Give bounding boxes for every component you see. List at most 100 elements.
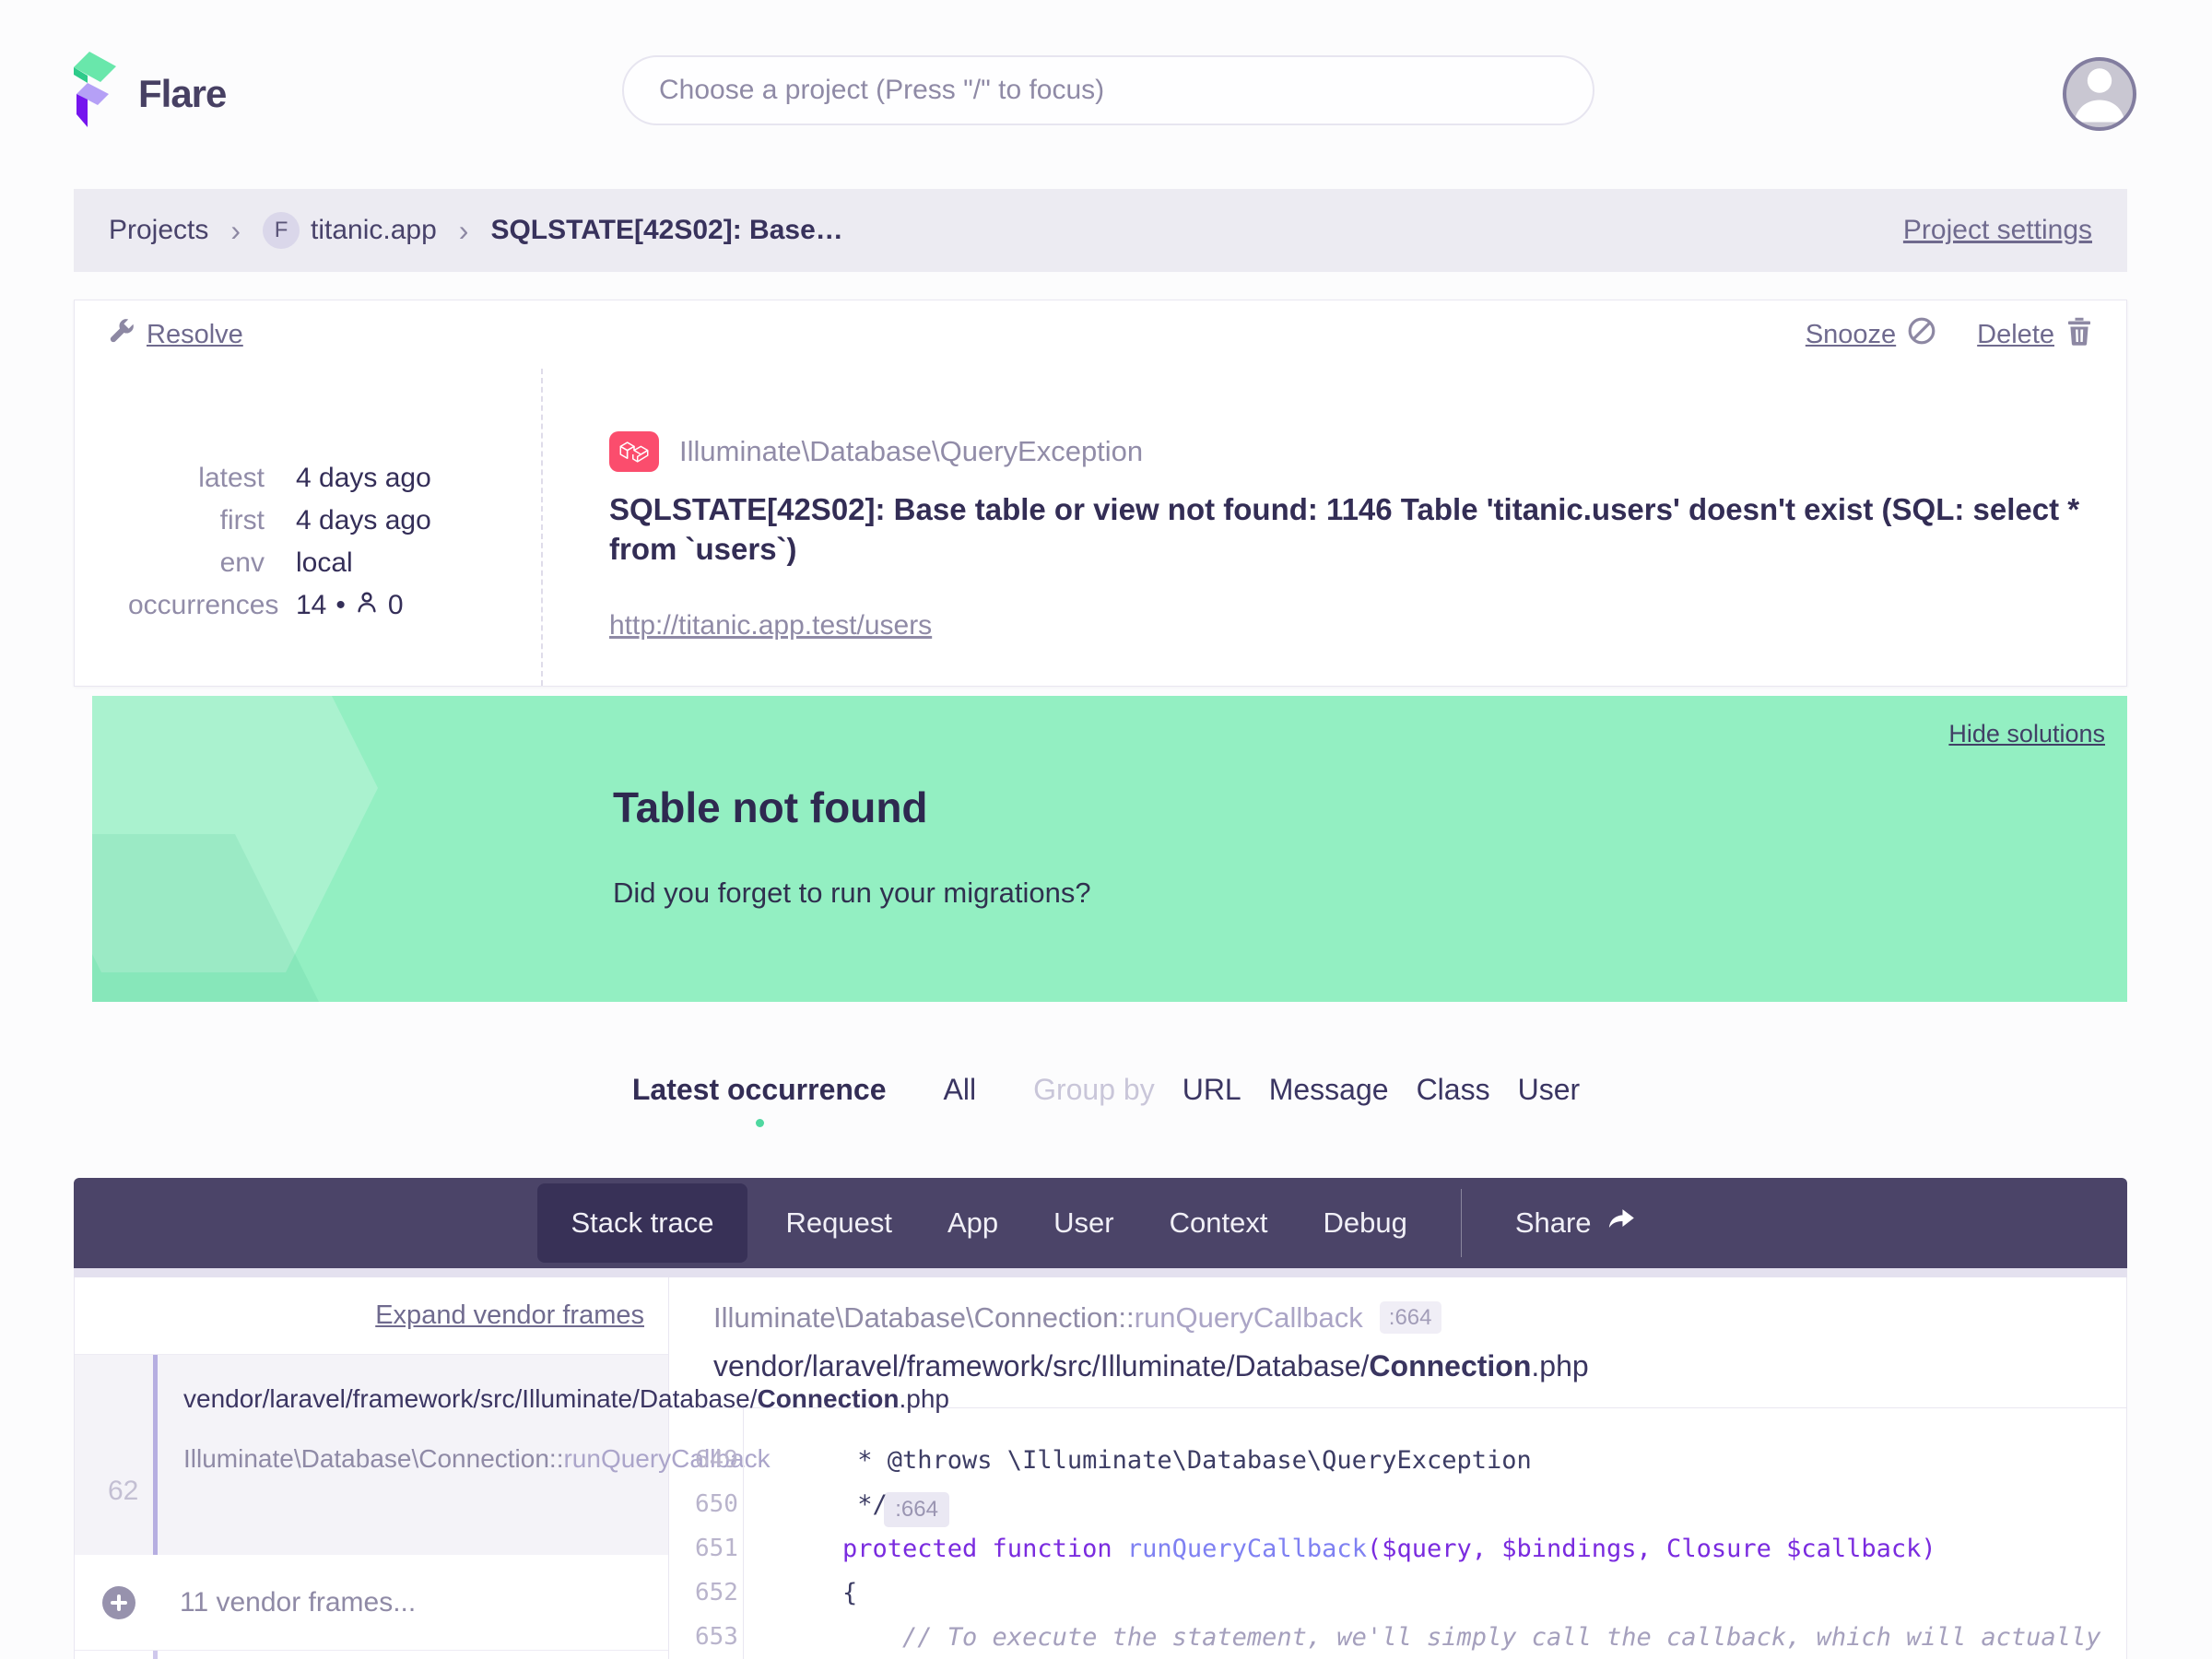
snooze-button[interactable]: Snooze [1806,316,1936,353]
tab-app[interactable]: App [947,1206,999,1239]
frames-panel: Expand vendor frames 62 vendor/laravel/f… [75,1277,949,1659]
meta-value-latest: 4 days ago [296,463,431,493]
frame-file-name: Connection [757,1384,900,1413]
share-arrow-icon [1606,1206,1636,1241]
solutions-banner: Hide solutions Table not found Did you f… [92,696,2127,1002]
code-file-name: Connection [1369,1349,1532,1382]
occurrence-tabs: Latest occurrence All Group by URL Messa… [0,1067,2212,1127]
breadcrumb-issue-title: SQLSTATE[42S02]: Base… [490,215,843,245]
chevron-right-icon: › [458,213,469,247]
share-label: Share [1514,1206,1592,1239]
flare-logo-icon [74,52,124,135]
code-viewer[interactable]: 649 * @throws \Illuminate\Database\Query… [669,1408,2126,1659]
code-header: Illuminate\Database\Connection::runQuery… [669,1277,2126,1408]
code-line: 651 protected function runQueryCallback(… [669,1526,2126,1571]
code-token: */ [842,1489,888,1519]
code-file-ext: .php [1531,1349,1589,1382]
tab-group-class[interactable]: Class [1416,1072,1490,1106]
breadcrumb-projects[interactable]: Projects [109,215,209,245]
meta-value-occurrences: 14 • 0 [296,590,541,621]
code-token: * @throws \Illuminate\Database\QueryExce… [842,1445,1532,1475]
frame-path-prefix: vendor/laravel/framework/src/Illuminate/… [183,1384,758,1413]
next-frame-partial [75,1650,668,1659]
tab-latest-occurrence[interactable]: Latest occurrence [631,1072,887,1127]
code-token: protected function [842,1534,1127,1563]
error-card: Resolve Snooze Delete [74,300,2127,687]
user-avatar[interactable] [2063,57,2136,131]
stack-trace-section: Expand vendor frames 62 vendor/laravel/f… [74,1277,2127,1659]
solution-description: Did you forget to run your migrations? [613,877,1091,909]
tab-group-message[interactable]: Message [1268,1072,1389,1106]
vendor-frames-expander[interactable]: 11 vendor frames... [75,1555,668,1650]
error-url-link[interactable]: http://titanic.app.test/users [609,609,933,641]
tab-user[interactable]: User [1053,1206,1114,1239]
delete-label: Delete [1977,319,2054,349]
tab-debug[interactable]: Debug [1323,1206,1407,1239]
code-frame-class: Illuminate\Database\Connection:: [713,1301,1135,1334]
delete-button[interactable]: Delete [1977,316,2093,353]
hide-solutions-link[interactable]: Hide solutions [1948,720,2105,747]
nav-bottom-strip [74,1268,2127,1277]
code-line: 649 * @throws \Illuminate\Database\Query… [669,1438,2126,1482]
solution-title: Table not found [613,783,928,831]
breadcrumb: Projects › F titanic.app › SQLSTATE[42S0… [74,189,2127,272]
tab-context[interactable]: Context [1169,1206,1268,1239]
breadcrumb-project[interactable]: F titanic.app [263,212,437,249]
frame-index: 62 [108,1476,139,1506]
detail-nav: Stack trace Request App User Context Deb… [74,1178,2127,1268]
bullet-separator: • [335,590,346,620]
share-button[interactable]: Share [1488,1206,1664,1241]
frame-stripe [153,1651,158,1659]
frame-line-number-badge: :664 [884,1492,949,1527]
meta-label: first [219,505,265,535]
frame-method: Illuminate\Database\Connection::runQuery… [183,1441,949,1477]
project-settings-link[interactable]: Project settings [1902,215,2092,245]
line-number: 651 [695,1535,738,1562]
frame-class: Illuminate\Database\Connection:: [183,1444,564,1474]
error-main-panel: Illuminate\Database\QueryException SQLST… [543,369,2126,686]
project-search-input[interactable] [622,55,1594,125]
tab-group-user[interactable]: User [1517,1072,1581,1106]
wrench-icon [108,317,135,352]
code-line: 653 // To execute the statement, we'll s… [669,1615,2126,1659]
tab-stack-trace[interactable]: Stack trace [537,1183,747,1263]
code-line: 650 */ [669,1482,2126,1526]
frame-file-ext: .php [899,1384,949,1413]
error-card-body: latest 4 days ago first 4 days ago env l… [75,369,2126,686]
code-token: ($query, $bindings, Closure $callback) [1366,1534,1936,1563]
code-line-number-badge: :664 [1379,1301,1441,1334]
meta-label: occurrences [128,590,279,620]
project-name: titanic.app [311,215,437,245]
expand-vendor-frames-link[interactable]: Expand vendor frames [375,1300,644,1330]
line-number: 652 [695,1579,738,1606]
tab-all[interactable]: All [943,1072,977,1106]
resolve-button[interactable]: Resolve [108,317,243,352]
code-token: runQueryCallback [1126,1534,1367,1563]
error-meta-panel: latest 4 days ago first 4 days ago env l… [75,369,543,686]
tab-request[interactable]: Request [785,1206,892,1239]
error-message: SQLSTATE[42S02]: Base table or view not … [609,492,2080,566]
frame-gutter: 62 [75,1355,153,1555]
occurrence-count: 14 [296,590,327,620]
code-path-prefix: vendor/laravel/framework/src/Illuminate/… [713,1349,1370,1382]
error-card-actions: Resolve Snooze Delete [75,300,2126,369]
frame-file-path: vendor/laravel/framework/src/Illuminate/… [183,1381,949,1417]
line-number: 649 [695,1446,738,1474]
frame-content: vendor/laravel/framework/src/Illuminate/… [153,1355,971,1555]
affected-users-icon [355,590,379,621]
line-number: 650 [695,1490,738,1518]
stack-frame-selected[interactable]: 62 vendor/laravel/framework/src/Illumina… [75,1355,949,1555]
brand-name: Flare [138,71,227,115]
code-token: // To execute the statement, we'll simpl… [842,1622,2101,1652]
frame-method-name: runQueryCallback [563,1444,771,1474]
exception-class: Illuminate\Database\QueryException [679,435,1144,467]
frames-panel-header: Expand vendor frames [75,1277,668,1355]
app-logo[interactable]: Flare [74,52,227,135]
tab-group-url[interactable]: URL [1182,1072,1241,1106]
plus-circle-icon[interactable] [102,1585,135,1619]
chevron-right-icon: › [230,213,241,247]
project-favicon-badge: F [263,212,300,249]
trash-icon [2065,316,2093,353]
meta-value-env: local [296,547,353,578]
snooze-slash-circle-icon [1907,316,1936,353]
